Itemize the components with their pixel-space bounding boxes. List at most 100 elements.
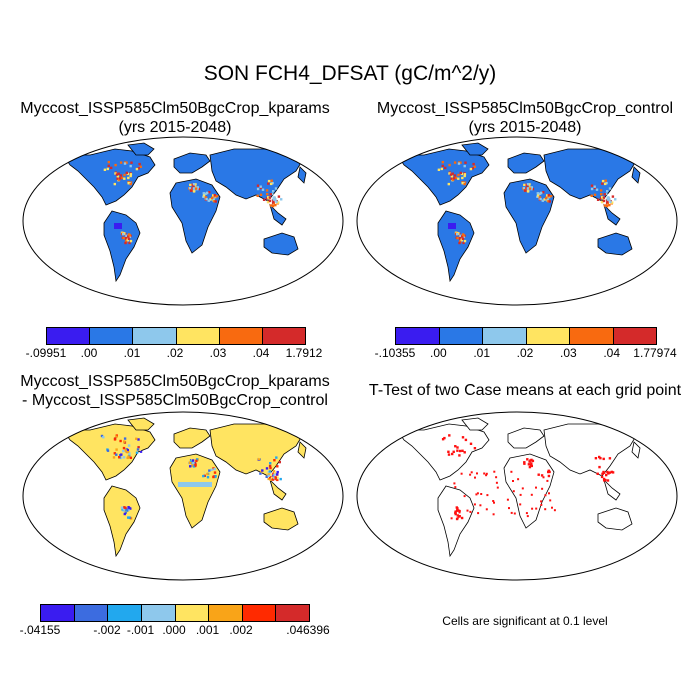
grid-cell: [269, 193, 272, 196]
grid-cell: [462, 235, 466, 239]
grid-cell: [453, 161, 457, 164]
grid-cell: [458, 509, 461, 513]
grid-cell: [115, 453, 118, 456]
colorbar-tick-label: .002: [229, 623, 253, 637]
grid-cell: [137, 446, 140, 449]
colorbar-control-ticks: -.10355 .00 .01 .02 .03 .04 1.77974: [375, 346, 677, 360]
grid-cell: [130, 161, 133, 164]
grid-cell: [256, 194, 259, 197]
colorbar-swatch: [41, 605, 75, 621]
grid-cell: [124, 241, 127, 245]
grid-cell: [124, 511, 127, 514]
grid-cell: [270, 179, 273, 182]
panel-title-kparams-line1: Myccost_ISSP585Clm50BgcCrop_kparams: [20, 100, 330, 117]
grid-cell: [276, 478, 279, 482]
grid-cell: [189, 183, 192, 187]
grid-cell: [118, 456, 121, 459]
continent-shape: [543, 423, 637, 477]
grid-cell: [596, 198, 600, 201]
map-border: [356, 411, 678, 581]
grid-cell: [472, 162, 475, 166]
grid-cell: [469, 510, 472, 513]
grid-cell: [475, 493, 478, 496]
colorbar-tick-label: .03: [209, 346, 227, 360]
grid-cell: [453, 177, 456, 180]
grid-cell: [510, 511, 513, 514]
grid-cell: [259, 185, 262, 188]
grid-cell: [456, 449, 459, 452]
grid-cell: [546, 197, 549, 200]
grid-cell: [280, 198, 283, 201]
grid-cell: [603, 193, 606, 196]
grid-cell: [274, 187, 278, 190]
colorbar-tick-label: .02: [166, 346, 184, 360]
panel-title-ttest-line1: T-Test of two Case means at each grid po…: [368, 382, 682, 399]
grid-cell: [191, 459, 195, 462]
grid-cell: [457, 509, 460, 512]
grid-cell: [265, 467, 269, 470]
grid-cell: [594, 457, 598, 460]
grid-cell: [530, 186, 533, 189]
grid-cell: [459, 449, 462, 453]
grid-cell: [454, 510, 457, 513]
continent-shape: [103, 210, 141, 283]
grid-cell: [269, 466, 272, 470]
grid-cell: [119, 161, 123, 164]
grid-cell: [441, 438, 445, 441]
continent-shape: [399, 423, 490, 481]
grid-cell: [100, 434, 104, 438]
grid-cell: [204, 196, 208, 199]
grid-cell: [139, 450, 143, 453]
grid-cell: [604, 478, 607, 482]
grid-cell: [539, 197, 542, 201]
grid-cell: [548, 492, 550, 495]
grid-cell: [196, 186, 199, 189]
grid-cell: [548, 200, 551, 203]
grid-cell: [492, 500, 495, 502]
grid-cell: [194, 462, 197, 465]
grid-cell: [461, 235, 464, 238]
grid-cell: [206, 476, 210, 479]
grid-cell: [524, 189, 527, 192]
grid-cell: [451, 452, 454, 456]
grid-cell: [595, 188, 599, 191]
grid-cell: [215, 195, 219, 198]
continent-shape: [399, 148, 490, 206]
grid-cell: [506, 498, 509, 501]
grid-cell: [267, 477, 270, 481]
grid-cell: [601, 179, 605, 183]
grid-cell: [451, 172, 454, 175]
grid-cell: [119, 439, 122, 443]
grid-cell: [469, 167, 473, 171]
continent-shape: [297, 441, 307, 459]
grid-cell: [114, 223, 122, 229]
grid-cell: [456, 236, 459, 240]
panel-title-difference-line1: Myccost_ISSP585Clm50BgcCrop_kparams: [20, 373, 330, 390]
grid-cell: [614, 198, 617, 201]
grid-cell: [454, 511, 457, 514]
grid-cell: [116, 175, 120, 178]
grid-cell: [120, 506, 124, 509]
grid-cell: [536, 192, 539, 195]
grid-cell: [449, 173, 453, 176]
colorbar-swatch: [141, 605, 176, 621]
grid-cell: [519, 503, 522, 506]
grid-cell: [602, 470, 605, 474]
map-control: [356, 136, 678, 306]
grid-cell: [127, 508, 130, 512]
grid-cell: [547, 474, 551, 478]
grid-cell: [553, 509, 556, 512]
grid-cell: [268, 471, 271, 474]
panel-title-control: Myccost_ISSP585Clm50BgcCrop_control (yrs…: [350, 99, 700, 137]
grid-cell: [606, 202, 609, 205]
colorbar-swatch: [133, 328, 177, 344]
colorbar-swatch: [176, 328, 220, 344]
grid-cell: [275, 200, 278, 203]
grid-cell: [195, 458, 199, 461]
grid-cell: [463, 174, 466, 178]
grid-cell: [441, 160, 444, 164]
grid-cell: [453, 174, 457, 177]
colorbar-tick-label: .03: [559, 346, 577, 360]
grid-cell: [593, 185, 596, 188]
grid-cell: [456, 514, 459, 517]
